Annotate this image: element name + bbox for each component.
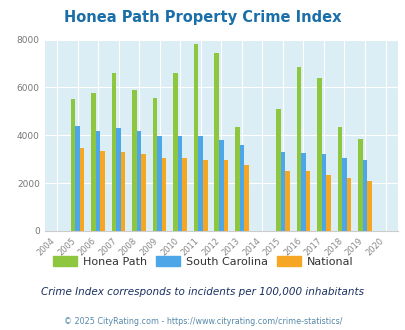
Text: Crime Index corresponds to incidents per 100,000 inhabitants: Crime Index corresponds to incidents per… xyxy=(41,287,364,297)
Bar xyxy=(157,137,162,231)
Bar xyxy=(75,126,79,231)
Bar xyxy=(316,78,321,231)
Bar xyxy=(91,93,96,231)
Bar xyxy=(301,153,305,231)
Bar xyxy=(234,127,239,231)
Bar xyxy=(202,160,207,231)
Bar xyxy=(96,130,100,231)
Bar xyxy=(337,127,341,231)
Bar xyxy=(111,73,116,231)
Bar xyxy=(153,98,157,231)
Bar xyxy=(79,148,84,231)
Bar xyxy=(367,181,371,231)
Bar xyxy=(132,90,136,231)
Bar xyxy=(243,165,248,231)
Bar xyxy=(141,154,145,231)
Bar xyxy=(194,44,198,231)
Bar xyxy=(357,139,362,231)
Bar xyxy=(346,178,350,231)
Bar xyxy=(177,137,182,231)
Bar xyxy=(341,158,346,231)
Bar xyxy=(280,152,284,231)
Bar xyxy=(296,67,301,231)
Bar xyxy=(70,99,75,231)
Bar xyxy=(121,152,125,231)
Bar xyxy=(182,158,187,231)
Bar xyxy=(162,158,166,231)
Bar xyxy=(136,130,141,231)
Bar xyxy=(325,175,330,231)
Text: © 2025 CityRating.com - https://www.cityrating.com/crime-statistics/: © 2025 CityRating.com - https://www.city… xyxy=(64,317,341,326)
Bar xyxy=(198,137,202,231)
Legend: Honea Path, South Carolina, National: Honea Path, South Carolina, National xyxy=(48,251,357,271)
Bar xyxy=(321,154,325,231)
Bar xyxy=(116,128,121,231)
Bar xyxy=(305,171,309,231)
Bar xyxy=(223,160,228,231)
Bar xyxy=(362,160,367,231)
Text: Honea Path Property Crime Index: Honea Path Property Crime Index xyxy=(64,10,341,25)
Bar xyxy=(239,145,243,231)
Bar xyxy=(173,73,177,231)
Bar xyxy=(214,53,218,231)
Bar xyxy=(218,140,223,231)
Bar xyxy=(275,109,280,231)
Bar xyxy=(100,151,104,231)
Bar xyxy=(284,171,289,231)
